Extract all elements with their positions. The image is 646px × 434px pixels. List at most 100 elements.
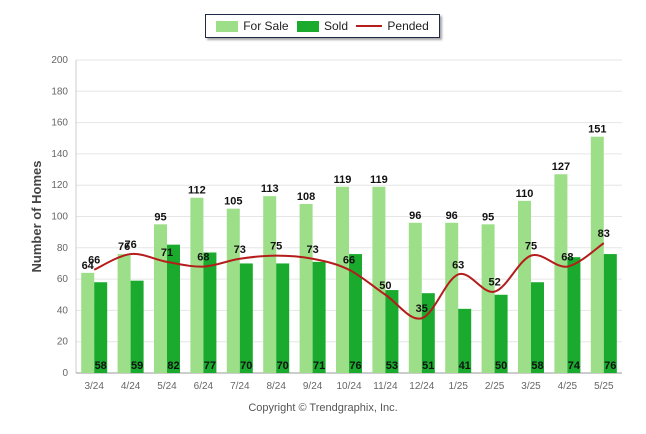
x-tick-label: 8/24: [266, 381, 286, 392]
pended-value-label: 75: [525, 241, 537, 253]
pended-value-label: 50: [379, 280, 391, 292]
sold-bar: [494, 294, 508, 373]
sold-value-label: 71: [313, 360, 325, 372]
legend-item-pended[interactable]: Pended: [356, 19, 429, 33]
sold-value-label: 51: [422, 360, 434, 372]
for-sale-value-label: 119: [334, 174, 352, 186]
sold-value-label: 59: [131, 360, 143, 372]
for-sale-value-label: 127: [552, 161, 570, 173]
x-tick-label: 7/24: [230, 381, 250, 392]
x-tick-label: 3/24: [84, 381, 104, 392]
sold-swatch: [296, 20, 319, 32]
pended-line: [93, 242, 605, 320]
y-tick-label: 60: [57, 274, 69, 285]
pended-value-label: 76: [124, 239, 136, 251]
for-sale-value-label: 95: [154, 211, 166, 223]
for-sale-value-label: 96: [409, 210, 421, 222]
legend-label-for-sale: For Sale: [243, 19, 289, 33]
sold-value-label: 76: [349, 360, 361, 372]
for-sale-value-label: 112: [188, 185, 206, 197]
for-sale-value-label: 64: [82, 260, 95, 272]
pended-value-label: 68: [561, 252, 573, 264]
y-axis-title: Number of Homes: [29, 161, 44, 273]
x-tick-label: 5/25: [594, 381, 614, 392]
x-tick-label: 11/24: [373, 381, 398, 392]
y-tick-label: 120: [51, 180, 68, 191]
sold-bar: [603, 254, 617, 373]
pended-value-label: 66: [343, 255, 355, 267]
for-sale-value-label: 76: [118, 241, 130, 253]
y-tick-label: 180: [51, 86, 68, 97]
pended-value-label: 71: [161, 247, 173, 259]
legend-item-for-sale[interactable]: For Sale: [216, 19, 289, 33]
for-sale-value-label: 113: [261, 183, 279, 195]
sold-bar: [531, 282, 544, 373]
x-tick-label: 3/25: [521, 381, 541, 392]
sold-bar: [167, 244, 180, 373]
for-sale-bar: [117, 254, 131, 373]
for-sale-bar: [81, 272, 95, 373]
for-sale-swatch: [216, 20, 239, 32]
y-tick-label: 80: [57, 243, 69, 254]
pended-value-label: 73: [306, 244, 318, 256]
y-tick-label: 20: [57, 337, 69, 348]
x-tick-label: 6/24: [194, 381, 214, 392]
sold-bar: [458, 308, 472, 373]
sold-value-label: 74: [568, 360, 581, 372]
for-sale-bar: [372, 186, 386, 373]
pended-value-label: 52: [488, 277, 500, 289]
for-sale-bar: [445, 222, 459, 373]
sold-value-label: 58: [95, 360, 107, 372]
sold-value-label: 58: [531, 360, 543, 372]
x-tick-label: 4/24: [121, 381, 141, 392]
sold-value-label: 70: [277, 360, 289, 372]
for-sale-value-label: 151: [588, 124, 606, 136]
y-tick-label: 160: [51, 118, 68, 129]
x-tick-label: 1/25: [448, 381, 468, 392]
for-sale-bar: [190, 197, 204, 373]
for-sale-bar: [518, 200, 531, 373]
x-tick-label: 2/25: [485, 381, 505, 392]
for-sale-value-label: 110: [516, 188, 534, 200]
sold-bar: [421, 293, 435, 373]
y-tick-label: 100: [51, 212, 68, 223]
copyright-text: Copyright © Trendgraphix, Inc.: [248, 402, 398, 414]
pended-value-label: 75: [270, 241, 282, 253]
y-tick-label: 140: [51, 149, 68, 160]
x-tick-label: 4/25: [558, 381, 578, 392]
for-sale-bar: [263, 196, 277, 373]
for-sale-bar: [408, 222, 422, 373]
pended-value-label: 68: [197, 252, 209, 264]
y-tick-label: 200: [51, 55, 68, 66]
for-sale-value-label: 119: [370, 174, 388, 186]
x-tick-label: 5/24: [157, 381, 177, 392]
sold-bar: [349, 254, 362, 373]
legend-label-pended: Pended: [387, 19, 429, 33]
pended-value-label: 73: [234, 244, 246, 256]
for-sale-value-label: 105: [224, 196, 242, 208]
x-tick-label: 9/24: [303, 381, 323, 392]
sold-bar: [385, 290, 399, 373]
sold-bar: [239, 263, 253, 373]
pended-value-label: 83: [598, 228, 610, 240]
for-sale-bar: [299, 203, 313, 373]
for-sale-bar: [336, 186, 349, 373]
sold-bar: [130, 280, 144, 373]
x-tick-label: 12/24: [409, 381, 434, 392]
for-sale-bar: [226, 208, 240, 373]
sold-value-label: 70: [240, 360, 252, 372]
for-sale-bar: [554, 174, 568, 373]
sold-bar: [276, 263, 290, 373]
for-sale-value-label: 95: [482, 211, 494, 223]
sold-value-label: 77: [204, 360, 216, 372]
legend-label-sold: Sold: [323, 19, 348, 33]
for-sale-value-label: 96: [446, 210, 458, 222]
sold-bar: [203, 252, 217, 373]
pended-value-label: 63: [452, 259, 464, 271]
pended-value-label: 35: [416, 303, 428, 315]
pended-swatch: [356, 25, 383, 27]
for-sale-bar: [481, 224, 495, 373]
sold-value-label: 53: [386, 360, 398, 372]
legend-item-sold[interactable]: Sold: [296, 19, 348, 33]
sold-value-label: 41: [459, 360, 471, 372]
